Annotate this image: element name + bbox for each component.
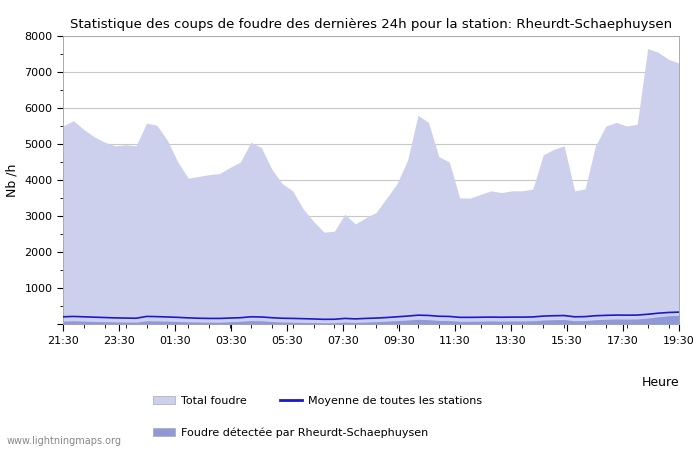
Legend: Foudre détectée par Rheurdt-Schaephuysen: Foudre détectée par Rheurdt-Schaephuysen: [148, 423, 433, 442]
Title: Statistique des coups de foudre des dernières 24h pour la station: Rheurdt-Schae: Statistique des coups de foudre des dern…: [70, 18, 672, 31]
Text: Heure: Heure: [641, 376, 679, 389]
Y-axis label: Nb /h: Nb /h: [6, 163, 19, 197]
Text: www.lightningmaps.org: www.lightningmaps.org: [7, 436, 122, 446]
